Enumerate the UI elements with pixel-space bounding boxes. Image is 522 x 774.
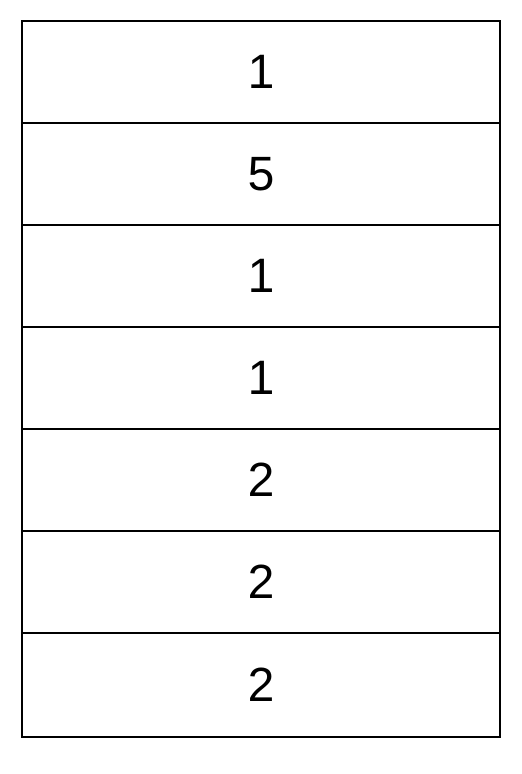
cell-value: 1 [248, 45, 275, 100]
cell-value: 1 [248, 351, 275, 406]
table-row: 1 [23, 226, 499, 328]
table-row: 1 [23, 22, 499, 124]
table-row: 2 [23, 634, 499, 736]
cell-value: 5 [248, 147, 275, 202]
cell-value: 2 [248, 658, 275, 713]
cell-value: 2 [248, 453, 275, 508]
table-row: 5 [23, 124, 499, 226]
table-row: 1 [23, 328, 499, 430]
cell-value: 2 [248, 555, 275, 610]
table-row: 2 [23, 532, 499, 634]
cell-value: 1 [248, 249, 275, 304]
table-row: 2 [23, 430, 499, 532]
data-table: 1 5 1 1 2 2 2 [21, 20, 501, 738]
